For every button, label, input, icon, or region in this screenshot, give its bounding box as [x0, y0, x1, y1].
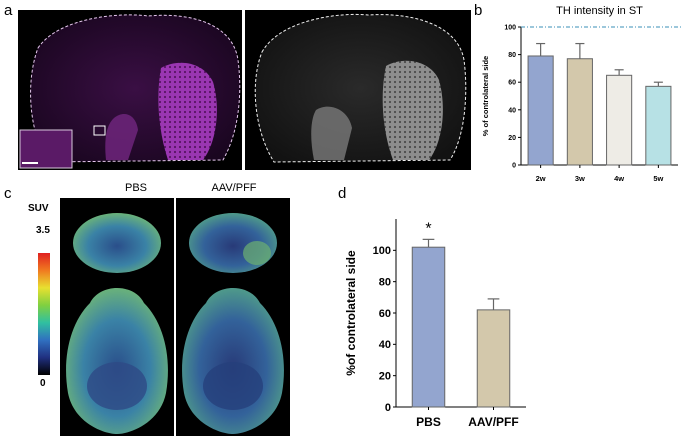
th-label: TH: [250, 14, 265, 26]
x-tick-label: 2w: [536, 174, 546, 183]
panel-letter-a: a: [4, 2, 13, 19]
chart-d: 0 20 40 60 80 100 PBS * AAV/PFF %of controlateral…: [344, 219, 526, 429]
scale-min-label: 0: [40, 378, 46, 389]
bar: [411, 246, 446, 408]
y-tick-label: 100: [504, 24, 516, 31]
vmat2-inset: [19, 129, 73, 169]
chart-title: TH intensity in ST: [556, 5, 643, 17]
panel-a-images: [18, 10, 471, 170]
suv-label: SUV: [28, 203, 49, 214]
bar: [476, 309, 511, 408]
y-tick-label: 60: [508, 80, 516, 87]
scale-max-label: 3.5: [36, 225, 50, 236]
x-tick-label: 3w: [575, 174, 585, 183]
vmat2-label: VMAT2: [22, 14, 59, 26]
y-tick-label: 0: [385, 402, 391, 414]
y-tick-label: 40: [379, 339, 391, 351]
chart-b: TH intensity in ST 0 20 40 60 80 100 2w 3w 4w 5w % …: [481, 5, 682, 183]
x-tick-label: 4w: [614, 174, 624, 183]
panel-letter-b: b: [474, 2, 483, 19]
x-tick-label: 5w: [653, 174, 663, 183]
y-tick-label: 20: [379, 371, 391, 383]
y-tick-label: 40: [508, 107, 516, 114]
panel-letter-c: c: [4, 185, 12, 202]
bar: [527, 55, 554, 166]
col2-label: AAV/PFF: [211, 182, 257, 194]
y-axis-label: %of controlateral side: [344, 250, 358, 376]
panel-letter-d: d: [338, 185, 347, 202]
col1-label: PBS: [124, 182, 147, 194]
y-axis-label: % of controlateral side: [481, 56, 490, 136]
y-tick-label: 100: [373, 245, 391, 257]
y-tick-label: 60: [379, 308, 391, 320]
x-tick-label: PBS: [416, 415, 441, 429]
color-scale-bar: [38, 253, 50, 375]
bar: [606, 74, 633, 166]
y-tick-label: 80: [508, 52, 516, 59]
significance-annotation: *: [425, 220, 431, 237]
x-tick-label: AAV/PFF: [468, 415, 518, 429]
bar: [645, 85, 672, 166]
pet-images: [60, 198, 290, 436]
y-tick-label: 80: [379, 277, 391, 289]
bar: [566, 58, 593, 166]
y-tick-label: 0: [512, 162, 516, 169]
y-tick-label: 20: [508, 135, 516, 142]
